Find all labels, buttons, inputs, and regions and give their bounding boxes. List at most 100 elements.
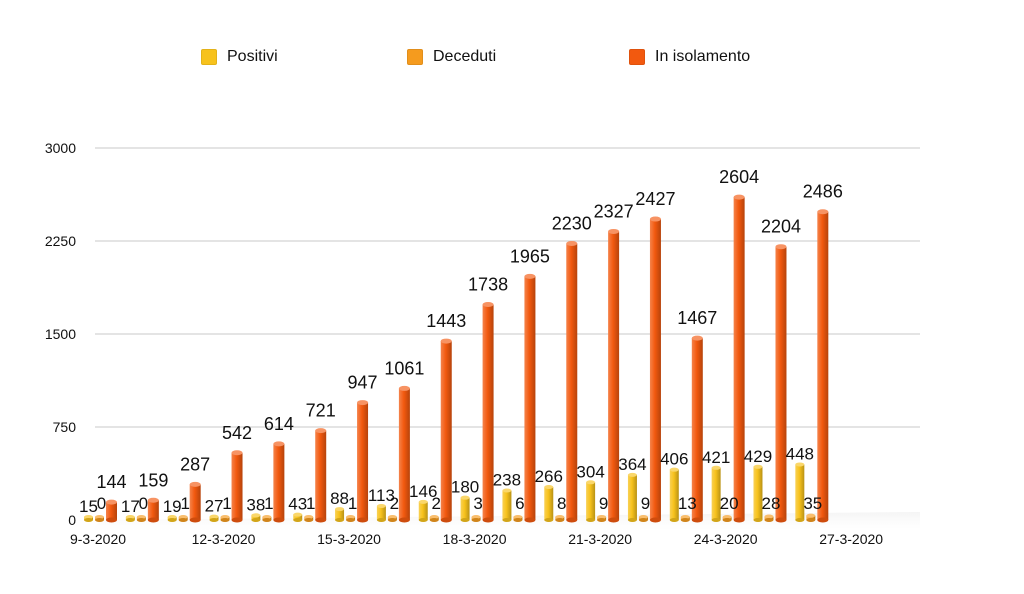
bar-base xyxy=(597,518,607,522)
data-label-in-isolamento: 1467 xyxy=(677,308,717,328)
bar-base xyxy=(524,517,536,523)
bar-cap xyxy=(502,488,512,493)
bar-cap xyxy=(440,338,452,344)
bar-base xyxy=(106,517,117,523)
bar-positivi xyxy=(753,466,763,520)
legend: Positivi Deceduti In isolamento xyxy=(0,48,1024,74)
bar-base xyxy=(315,517,327,523)
bar-cap xyxy=(471,515,481,519)
y-tick-label: 750 xyxy=(53,419,77,435)
bar-cap xyxy=(376,503,386,508)
data-label-positivi: 17 xyxy=(121,497,140,516)
legend-swatch-deceduti xyxy=(407,49,423,65)
bar-cap xyxy=(555,515,565,519)
bar-cap xyxy=(167,515,177,519)
data-label-in-isolamento: 1965 xyxy=(510,246,550,266)
bar-in-isolamento xyxy=(524,276,536,520)
bar-in-isolamento xyxy=(106,502,117,520)
data-label-positivi: 421 xyxy=(702,448,730,467)
data-label-deceduti: 8 xyxy=(557,494,566,513)
bar-base xyxy=(387,518,397,522)
bar-cap xyxy=(125,515,135,519)
x-tick-label: 12-3-2020 xyxy=(192,531,256,547)
bar-positivi xyxy=(795,464,805,520)
bar-cap xyxy=(147,497,159,503)
data-label-in-isolamento: 2230 xyxy=(552,213,592,233)
legend-item-positivi: Positivi xyxy=(201,48,278,66)
data-label-in-isolamento: 2604 xyxy=(719,167,759,187)
bar-cap xyxy=(429,515,439,519)
data-label-in-isolamento: 144 xyxy=(96,472,126,492)
y-tick-label: 2250 xyxy=(45,233,76,249)
data-label-deceduti: 1 xyxy=(348,494,357,513)
data-label-in-isolamento: 2427 xyxy=(635,189,675,209)
bar-base xyxy=(125,518,135,522)
bar-base xyxy=(649,517,661,523)
y-tick-label: 1500 xyxy=(45,326,76,342)
bar-base xyxy=(691,517,703,523)
data-label-positivi: 43 xyxy=(288,495,307,514)
bar-base xyxy=(544,518,554,522)
legend-item-deceduti: Deceduti xyxy=(407,48,496,66)
bar-base xyxy=(273,517,285,523)
bar-cap xyxy=(649,216,661,222)
data-label-in-isolamento: 614 xyxy=(264,414,294,434)
bar-in-isolamento xyxy=(231,452,243,520)
bar-cap xyxy=(84,515,93,519)
data-label-in-isolamento: 1738 xyxy=(468,274,508,294)
bar-base xyxy=(376,518,386,522)
data-label-deceduti: 35 xyxy=(803,494,822,513)
bar-base xyxy=(608,517,620,523)
bar-cap xyxy=(524,273,536,279)
bar-cap xyxy=(691,335,703,341)
bar-positivi xyxy=(376,505,386,520)
bar-cap xyxy=(262,515,272,519)
bar-base xyxy=(304,518,314,522)
bar-base xyxy=(209,518,219,522)
bar-base xyxy=(293,518,303,522)
bar-cap xyxy=(711,465,721,470)
data-label-positivi: 448 xyxy=(786,444,814,463)
bar-base xyxy=(471,518,481,522)
bar-positivi xyxy=(711,467,721,520)
data-label-deceduti: 2 xyxy=(390,494,399,513)
data-label-positivi: 88 xyxy=(330,489,349,508)
bar-base xyxy=(502,518,512,522)
bar-cap xyxy=(795,462,805,467)
data-label-deceduti: 0 xyxy=(97,494,106,513)
data-label-deceduti: 9 xyxy=(641,494,650,513)
data-label-in-isolamento: 287 xyxy=(180,454,210,474)
bar-cap xyxy=(680,515,690,519)
data-label-in-isolamento: 2204 xyxy=(761,217,801,237)
data-label-deceduti: 0 xyxy=(139,494,148,513)
bar-base xyxy=(638,518,648,522)
bar-positivi xyxy=(669,469,679,520)
data-label-positivi: 429 xyxy=(744,447,772,466)
bar-base xyxy=(220,518,230,522)
bar-positivi xyxy=(502,490,512,520)
bar-base xyxy=(418,518,428,522)
bar-positivi xyxy=(293,514,303,520)
bar-in-isolamento xyxy=(440,341,452,520)
data-label-deceduti: 28 xyxy=(762,494,781,513)
bar-cap xyxy=(335,507,345,512)
bar-positivi xyxy=(586,482,596,520)
bar-base xyxy=(251,518,261,522)
bar-cap xyxy=(817,209,829,215)
bar-cap xyxy=(566,240,578,246)
bar-positivi xyxy=(418,501,428,520)
bar-base xyxy=(357,517,369,523)
bar-in-isolamento xyxy=(398,388,410,520)
data-label-in-isolamento: 159 xyxy=(138,470,168,490)
bar-in-isolamento xyxy=(482,304,494,520)
bar-base xyxy=(711,518,721,522)
data-label-in-isolamento: 721 xyxy=(306,401,336,421)
bar-cap xyxy=(638,515,648,519)
bar-cap xyxy=(544,485,554,490)
bar-base xyxy=(555,518,565,522)
data-label-positivi: 19 xyxy=(163,497,182,516)
bar-cap xyxy=(753,464,763,469)
data-label-deceduti: 1 xyxy=(222,494,231,513)
bar-cap xyxy=(220,515,230,519)
